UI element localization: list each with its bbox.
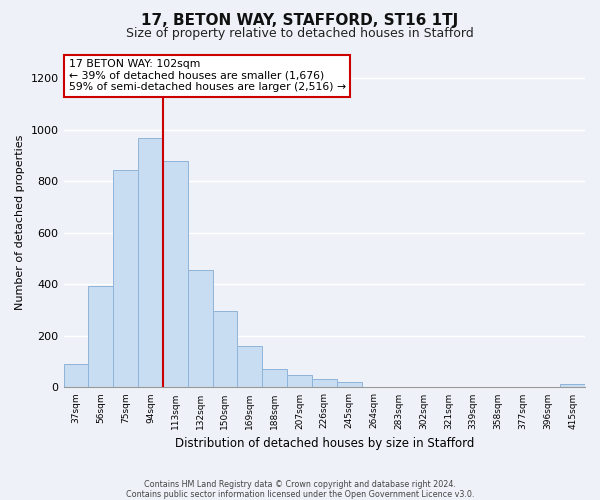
Bar — [138, 138, 163, 388]
Bar — [163, 160, 188, 388]
Bar — [560, 384, 585, 388]
Bar — [287, 374, 312, 388]
Bar — [188, 270, 212, 388]
Text: Contains public sector information licensed under the Open Government Licence v3: Contains public sector information licen… — [126, 490, 474, 499]
Bar — [88, 286, 113, 388]
Bar — [64, 364, 88, 388]
Bar — [238, 346, 262, 388]
Text: 17, BETON WAY, STAFFORD, ST16 1TJ: 17, BETON WAY, STAFFORD, ST16 1TJ — [142, 12, 458, 28]
Bar — [262, 370, 287, 388]
Text: Size of property relative to detached houses in Stafford: Size of property relative to detached ho… — [126, 28, 474, 40]
Bar — [337, 382, 362, 388]
Bar — [312, 379, 337, 388]
X-axis label: Distribution of detached houses by size in Stafford: Distribution of detached houses by size … — [175, 437, 474, 450]
Bar — [113, 170, 138, 388]
Text: 17 BETON WAY: 102sqm
← 39% of detached houses are smaller (1,676)
59% of semi-de: 17 BETON WAY: 102sqm ← 39% of detached h… — [69, 59, 346, 92]
Bar — [212, 312, 238, 388]
Text: Contains HM Land Registry data © Crown copyright and database right 2024.: Contains HM Land Registry data © Crown c… — [144, 480, 456, 489]
Y-axis label: Number of detached properties: Number of detached properties — [15, 135, 25, 310]
